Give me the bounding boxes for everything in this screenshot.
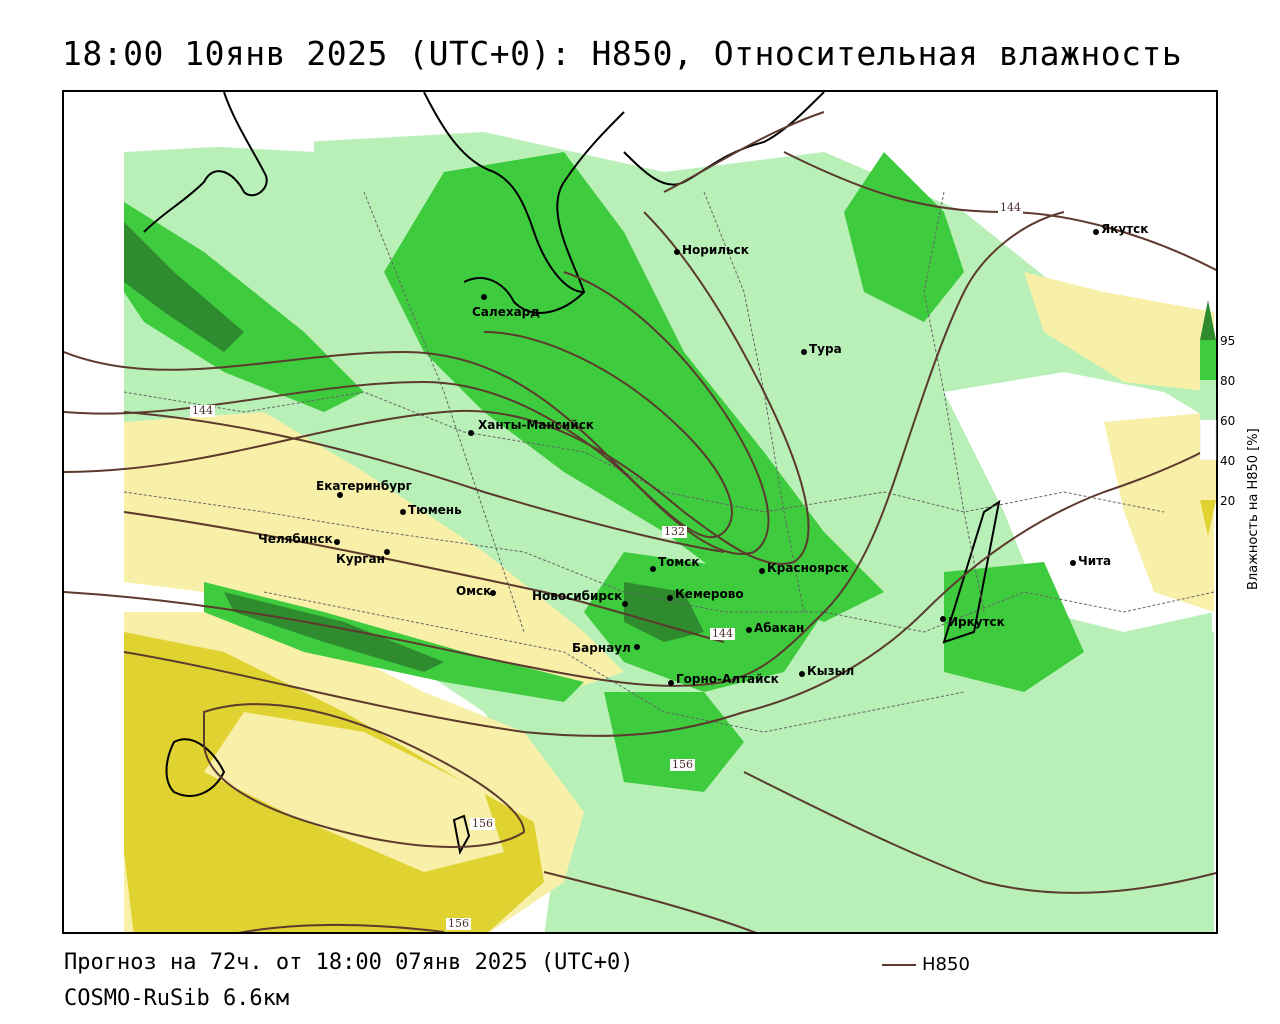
city-marker (759, 568, 765, 574)
contour-line-legend: H850 (882, 954, 970, 975)
model-name: COSMO-RuSib 6.6км (64, 986, 290, 1011)
city-marker (799, 671, 805, 677)
city-marker (337, 492, 343, 498)
city-label: Горно-Алтайск (676, 672, 779, 686)
city-marker (481, 294, 487, 300)
contour-line-swatch (882, 964, 916, 966)
legend-tick: 20 (1220, 494, 1236, 508)
city-label: Норильск (682, 243, 749, 257)
humidity-area-80-95 (944, 562, 1084, 692)
humidity-area-95-plus (624, 582, 704, 642)
city-label: Екатеринбург (316, 479, 412, 493)
city-label: Чита (1078, 554, 1112, 568)
h850-contours (64, 111, 1216, 932)
city-label: Ханты-Мансийск (478, 418, 594, 432)
region-borders (123, 191, 1215, 733)
map-title: 18:00 10янв 2025 (UTC+0): H850, Относите… (62, 34, 1183, 73)
city-label: Кызыл (807, 664, 855, 678)
city-marker (334, 539, 340, 545)
humidity-area-80-95 (384, 152, 884, 622)
legend-tick: 40 (1220, 454, 1236, 468)
contour-label: 156 (670, 758, 695, 771)
humidity-area-80-95 (844, 152, 964, 322)
humidity-area-20-40 (1024, 272, 1214, 392)
contour-label: 144 (710, 627, 735, 640)
city-marker (1093, 229, 1099, 235)
city-label: Кемерово (675, 587, 744, 601)
city-label: Красноярск (767, 561, 849, 575)
city-marker (801, 349, 807, 355)
humidity-area-60-80 (544, 632, 1214, 932)
city-label: Иркутск (948, 615, 1005, 629)
forecast-info: Прогноз на 72ч. от 18:00 07янв 2025 (UTC… (64, 950, 634, 975)
humidity-area-95-plus (224, 592, 444, 672)
city-marker (490, 590, 496, 596)
city-marker (650, 566, 656, 572)
legend-axis-title: Влажность на H850 [%] (1246, 428, 1261, 590)
contour-label: 144 (190, 404, 215, 417)
humidity-map: 144 132 144 144 156 156 156 Норильск Яку… (62, 90, 1218, 934)
domain-outside (64, 92, 314, 332)
city-marker (634, 644, 640, 650)
city-marker (1070, 560, 1076, 566)
contour-label: 132 (662, 525, 687, 538)
city-label: Омск (456, 584, 492, 598)
city-label: Абакан (754, 621, 805, 635)
humidity-area-20-40 (124, 412, 624, 692)
city-label: Курган (336, 552, 385, 566)
humidity-area-80-95 (604, 692, 744, 792)
city-marker (622, 601, 628, 607)
humidity-area-20-40 (1104, 412, 1214, 612)
humidity-area-95-plus (124, 222, 244, 352)
legend-tick: 80 (1220, 374, 1236, 388)
legend-colorbar (1200, 300, 1217, 536)
city-marker (746, 627, 752, 633)
map-canvas (64, 92, 1216, 932)
contour-label: 144 (998, 201, 1023, 214)
city-label: Якутск (1101, 222, 1149, 236)
city-label: Челябинск (258, 532, 333, 546)
city-marker (668, 680, 674, 686)
city-marker (400, 509, 406, 515)
contour-label: 156 (446, 917, 471, 930)
city-marker (667, 595, 673, 601)
humidity-area-40-60 (884, 132, 1214, 292)
contour-line-label: H850 (922, 954, 970, 975)
city-label: Тюмень (408, 503, 462, 517)
city-marker (940, 616, 946, 622)
humidity-area-40-60 (204, 712, 504, 872)
city-label: Тура (809, 342, 842, 356)
contour-label: 156 (470, 817, 495, 830)
city-marker (674, 249, 680, 255)
legend-tick: 60 (1220, 414, 1236, 428)
city-label: Салехард (472, 305, 540, 319)
city-label: Новосибирск (532, 589, 623, 603)
city-label: Барнаул (572, 641, 631, 655)
city-label: Томск (658, 555, 700, 569)
legend-tick: 95 (1220, 334, 1236, 348)
city-marker (468, 430, 474, 436)
city-marker (384, 549, 390, 555)
humidity-legend: 95 80 60 40 20 Влажность на H850 [%] (1200, 300, 1261, 600)
